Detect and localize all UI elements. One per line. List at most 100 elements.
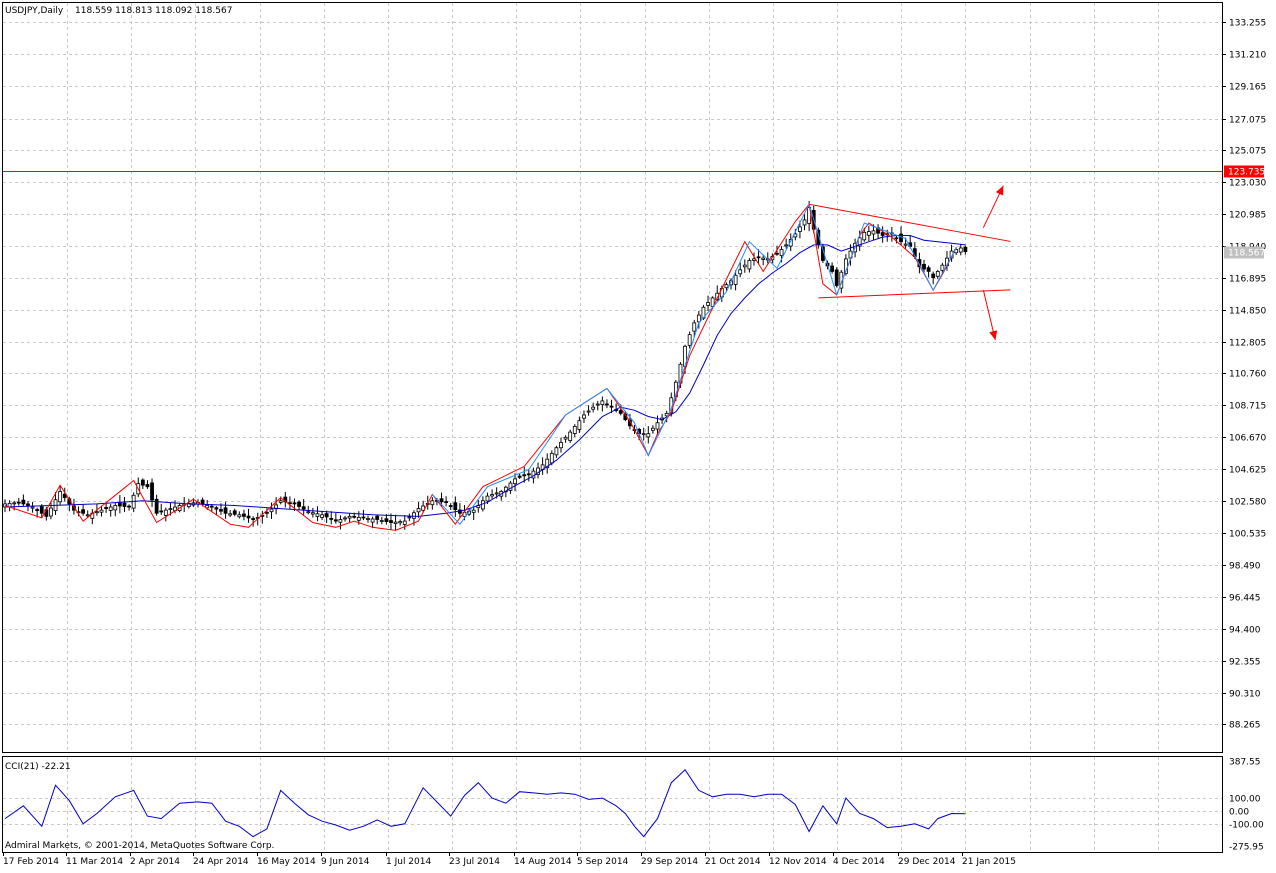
main-chart-frame	[3, 3, 1223, 753]
candle-body	[573, 426, 576, 433]
candle-body	[454, 503, 457, 510]
candle-body	[923, 264, 926, 269]
cci-series-line	[5, 770, 965, 837]
candle-body	[872, 231, 875, 234]
candle-body	[592, 407, 595, 409]
candle-body	[95, 512, 98, 513]
candle-body	[757, 257, 760, 258]
candle-body	[17, 502, 20, 503]
y-tick-label: 125.075	[1229, 147, 1266, 157]
candle-body	[321, 515, 324, 518]
candle-body	[36, 510, 39, 511]
breakout-down-arrow-head	[989, 330, 997, 340]
candle-body	[371, 519, 374, 522]
candle-body	[486, 496, 489, 501]
y-tick-label: 110.760	[1229, 370, 1266, 380]
candle-body	[118, 503, 121, 506]
candle-body	[408, 517, 411, 518]
x-tick-label: 29 Dec 2014	[898, 857, 956, 867]
candle-body	[389, 521, 392, 523]
y-tick-label: 98.490	[1229, 562, 1261, 572]
candle-body	[59, 491, 62, 501]
candle-body	[344, 518, 347, 519]
candle-body	[491, 495, 494, 496]
candle-body	[49, 508, 52, 516]
candle-body	[82, 510, 85, 514]
candle-body	[697, 315, 700, 322]
candle-body	[279, 501, 282, 503]
candle-body	[325, 514, 328, 517]
x-tick-label: 4 Dec 2014	[833, 857, 885, 867]
candle-body	[233, 511, 236, 514]
y-tick-label: 127.075	[1229, 116, 1266, 126]
candle-body	[403, 521, 406, 524]
candle-body	[380, 521, 383, 522]
candle-body	[587, 411, 590, 412]
candle-body	[13, 503, 16, 504]
candle-body	[936, 271, 939, 276]
candle-body	[307, 512, 310, 513]
candle-body	[412, 513, 415, 519]
candle-body	[518, 476, 521, 477]
candle-body	[964, 247, 967, 251]
candle-body	[224, 508, 227, 513]
candle-body	[651, 428, 654, 430]
zigzag-2-line	[432, 204, 956, 524]
candle-body	[582, 415, 585, 418]
y-tick-label: 88.265	[1229, 721, 1261, 731]
candle-body	[100, 510, 103, 512]
candle-body	[619, 411, 622, 414]
candle-body	[164, 510, 167, 515]
candle-body	[895, 238, 898, 239]
candle-body	[330, 518, 333, 519]
candle-body	[311, 513, 314, 514]
candle-body	[293, 503, 296, 504]
candle-body	[146, 484, 149, 486]
current-price-label: 118.567	[1228, 249, 1265, 259]
candle-body	[605, 404, 608, 405]
candle-body	[348, 516, 351, 518]
candle-body	[780, 250, 783, 256]
candle-body	[151, 483, 154, 500]
candle-body	[798, 227, 801, 232]
candle-body	[440, 499, 443, 502]
x-tick-label: 2 Apr 2014	[130, 857, 180, 867]
candle-body	[904, 244, 907, 245]
y-tick-label: 96.445	[1229, 594, 1261, 604]
candle-body	[394, 522, 397, 523]
candlestick-series	[4, 201, 967, 530]
candle-body	[219, 509, 222, 511]
candle-body	[229, 514, 232, 515]
x-tick-label: 5 Sep 2014	[577, 857, 629, 867]
candle-body	[445, 502, 448, 503]
y-tick-label: 100.535	[1229, 530, 1266, 540]
x-tick-label: 12 Nov 2014	[769, 857, 827, 867]
candle-body	[22, 500, 25, 504]
candle-body	[298, 502, 301, 506]
candle-body	[367, 518, 370, 519]
cci-line	[5, 770, 965, 837]
x-tick-label: 29 Sep 2014	[641, 857, 698, 867]
candle-body	[514, 479, 517, 484]
candle-body	[40, 506, 43, 513]
candle-body	[26, 504, 29, 506]
cci-tick-label: 100.00	[1229, 795, 1261, 805]
x-tick-label: 11 Mar 2014	[66, 857, 123, 867]
candle-body	[642, 434, 645, 435]
candle-body	[578, 421, 581, 430]
candle-body	[265, 512, 268, 513]
candle-body	[86, 515, 89, 516]
candle-body	[555, 448, 558, 455]
y-tick-label: 116.895	[1229, 275, 1266, 285]
candle-body	[31, 507, 34, 508]
x-tick-label: 1 Jul 2014	[386, 857, 431, 867]
x-tick-label: 16 May 2014	[257, 857, 316, 867]
resistance-price-label: 123.735	[1228, 168, 1265, 178]
candle-body	[399, 522, 402, 523]
copyright-text: Admiral Markets, © 2001-2014, MetaQuotes…	[5, 841, 274, 851]
triangle-trendlines[interactable]	[809, 204, 1010, 298]
candle-body	[867, 232, 870, 236]
candle-body	[247, 516, 250, 518]
resistance-level-line[interactable]: 123.735	[3, 166, 1265, 178]
